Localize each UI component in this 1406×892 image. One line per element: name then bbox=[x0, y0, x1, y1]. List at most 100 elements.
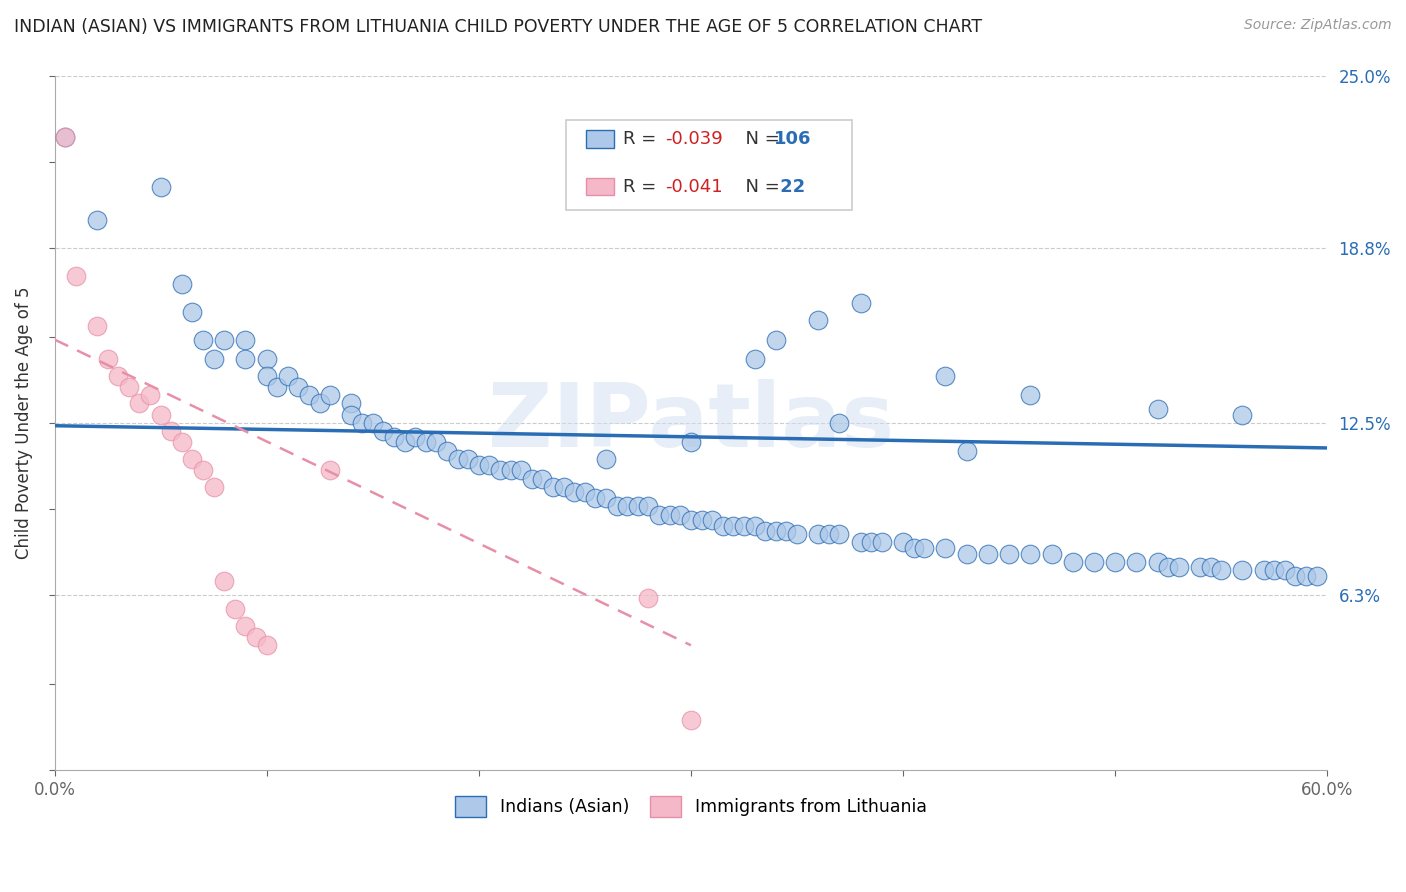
Point bbox=[181, 452, 204, 467]
Point bbox=[574, 485, 596, 500]
Point bbox=[1199, 560, 1222, 574]
Point bbox=[235, 351, 257, 366]
Point bbox=[744, 518, 766, 533]
Point bbox=[700, 513, 723, 527]
Point bbox=[425, 435, 447, 450]
Point bbox=[765, 524, 787, 539]
Point bbox=[1167, 560, 1189, 574]
Point bbox=[849, 535, 872, 549]
Point bbox=[53, 129, 76, 144]
Point bbox=[446, 452, 468, 467]
Point bbox=[499, 463, 522, 477]
Point bbox=[595, 452, 617, 467]
Point bbox=[786, 527, 808, 541]
Point bbox=[658, 508, 681, 522]
Y-axis label: Child Poverty Under the Age of 5: Child Poverty Under the Age of 5 bbox=[15, 286, 32, 559]
Text: ZIPatlas: ZIPatlas bbox=[488, 379, 894, 467]
Point bbox=[1274, 563, 1296, 577]
Point bbox=[382, 430, 405, 444]
Point bbox=[1211, 563, 1233, 577]
Point bbox=[711, 518, 734, 533]
Point bbox=[160, 424, 183, 438]
Point bbox=[1125, 555, 1147, 569]
Point bbox=[96, 351, 118, 366]
Point bbox=[1232, 563, 1254, 577]
Point bbox=[849, 296, 872, 310]
Point bbox=[352, 416, 374, 430]
Point bbox=[86, 213, 108, 227]
Point bbox=[1019, 388, 1042, 402]
Point bbox=[903, 541, 925, 555]
Point bbox=[912, 541, 935, 555]
Text: -0.041: -0.041 bbox=[665, 178, 723, 195]
Text: INDIAN (ASIAN) VS IMMIGRANTS FROM LITHUANIA CHILD POVERTY UNDER THE AGE OF 5 COR: INDIAN (ASIAN) VS IMMIGRANTS FROM LITHUA… bbox=[14, 18, 983, 36]
Point bbox=[65, 268, 87, 283]
Point bbox=[468, 458, 491, 472]
Point bbox=[245, 630, 267, 644]
Point bbox=[754, 524, 776, 539]
Point bbox=[956, 443, 979, 458]
Point bbox=[1146, 402, 1168, 417]
Text: N =: N = bbox=[734, 130, 785, 148]
Point bbox=[627, 500, 650, 514]
Point bbox=[361, 416, 384, 430]
Point bbox=[807, 313, 830, 327]
Point bbox=[1188, 560, 1211, 574]
Point bbox=[1263, 563, 1285, 577]
Point bbox=[1019, 547, 1042, 561]
Point bbox=[595, 491, 617, 505]
Point bbox=[679, 714, 702, 728]
Point bbox=[679, 435, 702, 450]
Point bbox=[256, 351, 278, 366]
Point bbox=[170, 435, 193, 450]
Point bbox=[679, 513, 702, 527]
Point bbox=[541, 480, 564, 494]
Point bbox=[436, 443, 458, 458]
Point bbox=[266, 380, 288, 394]
Point bbox=[606, 500, 628, 514]
Point bbox=[562, 485, 585, 500]
Point bbox=[977, 547, 1000, 561]
Point bbox=[1040, 547, 1063, 561]
Point bbox=[1295, 569, 1317, 583]
Point bbox=[1083, 555, 1105, 569]
Point bbox=[807, 527, 830, 541]
Point bbox=[457, 452, 479, 467]
Point bbox=[149, 179, 172, 194]
Point bbox=[648, 508, 671, 522]
Point bbox=[1062, 555, 1084, 569]
Point bbox=[212, 574, 235, 589]
Point bbox=[139, 388, 162, 402]
Point bbox=[235, 333, 257, 347]
Text: -0.039: -0.039 bbox=[665, 130, 723, 148]
Point bbox=[934, 368, 956, 383]
Point bbox=[870, 535, 893, 549]
Point bbox=[669, 508, 692, 522]
Point bbox=[319, 388, 342, 402]
Point bbox=[531, 471, 554, 485]
Point bbox=[128, 396, 150, 410]
Point bbox=[744, 351, 766, 366]
Point bbox=[235, 619, 257, 633]
Point bbox=[394, 435, 416, 450]
Point bbox=[510, 463, 533, 477]
Point bbox=[256, 638, 278, 652]
Point bbox=[319, 463, 342, 477]
Point bbox=[181, 305, 204, 319]
Point bbox=[170, 277, 193, 291]
Point bbox=[637, 591, 659, 605]
Point bbox=[520, 471, 543, 485]
Point bbox=[1232, 408, 1254, 422]
Point bbox=[478, 458, 501, 472]
Point bbox=[415, 435, 437, 450]
Point bbox=[723, 518, 745, 533]
Point bbox=[298, 388, 321, 402]
Point bbox=[828, 527, 851, 541]
Point bbox=[149, 408, 172, 422]
Point bbox=[489, 463, 512, 477]
Point bbox=[998, 547, 1021, 561]
Text: 106: 106 bbox=[775, 130, 811, 148]
Point bbox=[860, 535, 883, 549]
Text: Source: ZipAtlas.com: Source: ZipAtlas.com bbox=[1244, 18, 1392, 32]
Point bbox=[224, 602, 246, 616]
